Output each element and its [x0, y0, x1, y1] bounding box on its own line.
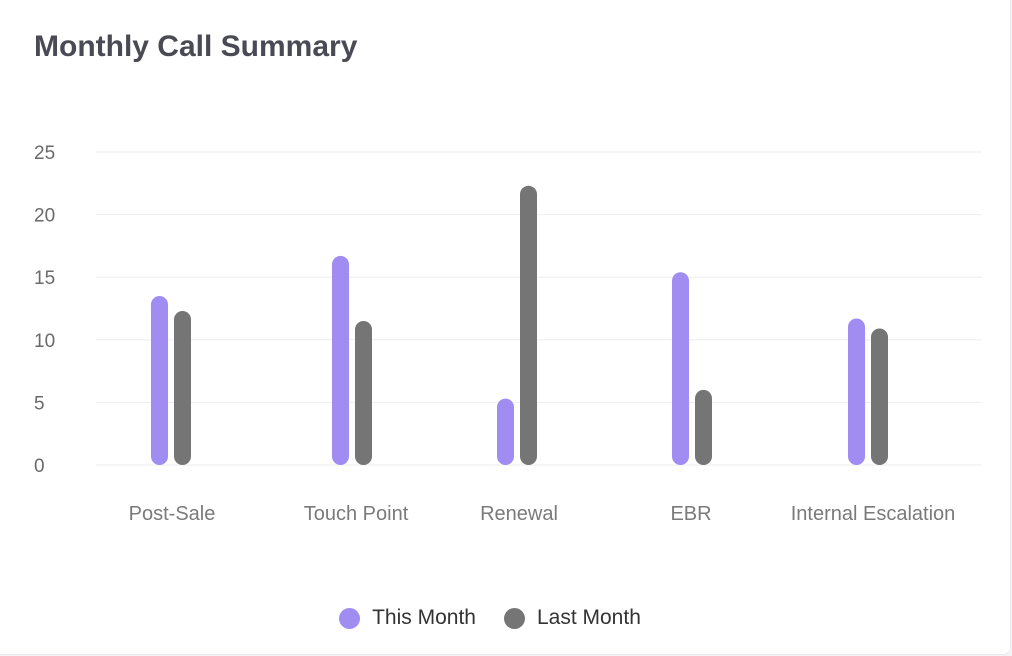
bar-this-month: [848, 318, 865, 465]
legend-label-this-month: This Month: [372, 606, 476, 629]
legend-item-last-month[interactable]: Last Month: [503, 606, 641, 630]
bar-this-month: [151, 295, 168, 465]
bar-this-month: [672, 272, 689, 465]
bar-chart: 0 5 10 15 20 25 Post-Sale Touch Point Renewal EBR…: [34, 143, 982, 525]
x-tick-label: Renewal: [480, 503, 558, 525]
bar-last-month: [174, 311, 191, 465]
y-tick-label: 5: [34, 393, 45, 414]
y-tick-label: 25: [34, 143, 55, 164]
y-tick-label: 0: [34, 456, 45, 477]
chart-legend: This Month Last Month: [0, 606, 980, 630]
bar-last-month: [871, 328, 888, 465]
bar-last-month: [520, 185, 537, 465]
bar-last-month: [355, 321, 372, 465]
chart-title: Monthly Call Summary: [34, 30, 358, 63]
bar-this-month: [497, 398, 514, 465]
x-tick-label: Post-Sale: [129, 503, 216, 525]
x-tick-label: Touch Point: [304, 503, 409, 525]
y-tick-label: 15: [34, 268, 55, 289]
bar-last-month: [695, 389, 712, 465]
y-tick-label: 20: [34, 206, 55, 227]
x-tick-label: EBR: [670, 503, 711, 525]
y-tick-label: 10: [34, 331, 55, 352]
x-tick-label: Internal Escalation: [791, 503, 956, 525]
legend-item-this-month[interactable]: This Month: [339, 606, 476, 630]
legend-label-last-month: Last Month: [536, 606, 641, 629]
bar-this-month: [332, 255, 349, 465]
legend-marker-last-month: [503, 607, 525, 629]
legend-marker-this-month: [339, 607, 361, 629]
